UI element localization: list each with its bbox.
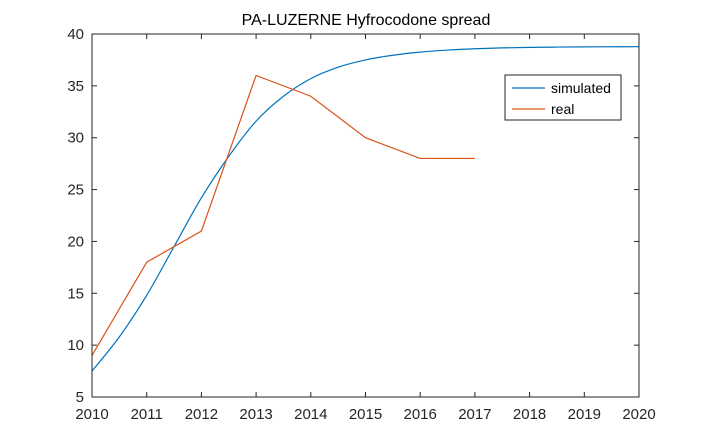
y-tick-label: 5 (76, 389, 84, 406)
chart-title: PA-LUZERNE Hyfrocodone spread (242, 12, 491, 29)
y-tick-label: 35 (67, 78, 84, 95)
x-axis: 2010 2011 2012 2013 2014 2015 2016 2017 2018 2019… (75, 34, 656, 423)
x-tick-label: 2014 (294, 406, 327, 423)
plot-lines (91, 46, 640, 372)
legend-box (504, 74, 622, 121)
y-tick-label: 30 (67, 130, 84, 147)
x-tick-label: 2013 (239, 406, 272, 423)
series-line-simulated (91, 46, 640, 372)
x-tick-label: 2019 (568, 406, 601, 423)
series-line-real (91, 74, 475, 356)
y-tick-label: 15 (67, 285, 84, 302)
y-tick-label: 10 (67, 337, 84, 354)
x-tick-label: 2016 (404, 406, 437, 423)
legend: simulated real (504, 74, 622, 121)
y-axis: 5 10 15 20 25 30 35 40 (67, 26, 639, 406)
x-tick-label: 2012 (185, 406, 218, 423)
legend-label-simulated: simulated (551, 80, 611, 96)
x-tick-label: 2011 (131, 406, 163, 423)
x-tick-label: 2015 (349, 406, 382, 423)
legend-label-real: real (551, 101, 574, 117)
y-tick-label: 25 (67, 182, 84, 199)
x-tick-label: 2010 (75, 406, 108, 423)
x-tick-label: 2020 (622, 406, 655, 423)
x-tick-label: 2017 (458, 406, 491, 423)
x-tick-label: 2018 (513, 406, 546, 423)
y-tick-label: 20 (67, 233, 84, 250)
y-tick-label: 40 (67, 26, 84, 43)
